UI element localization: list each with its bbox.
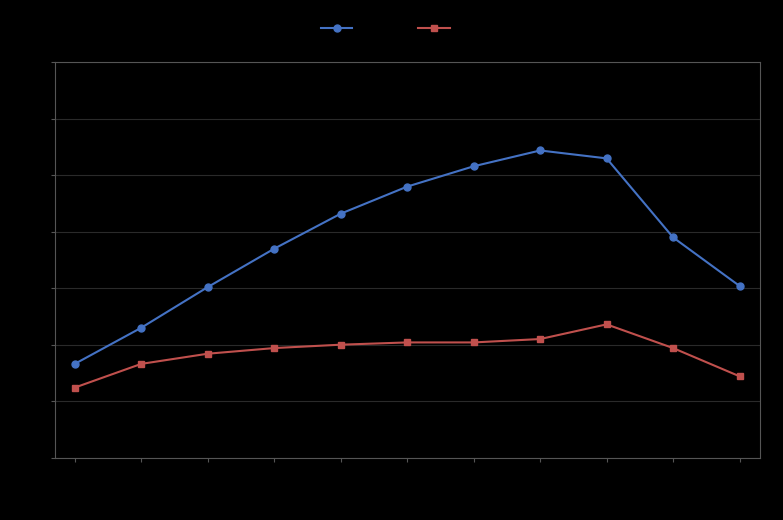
- 非正規雇用: [136, 361, 146, 367]
- 非正規雇用: [536, 336, 545, 342]
- 非正規雇用: [735, 373, 745, 380]
- Line: 正社員: 正社員: [71, 147, 743, 367]
- 正社員: [735, 283, 745, 289]
- 正社員: [336, 211, 345, 217]
- 非正規雇用: [269, 345, 279, 351]
- 正社員: [402, 184, 412, 190]
- 非正規雇用: [469, 340, 478, 346]
- 非正規雇用: [70, 384, 79, 391]
- 非正規雇用: [669, 345, 678, 351]
- 正社員: [203, 284, 212, 290]
- 非正規雇用: [336, 342, 345, 348]
- 正社員: [469, 163, 478, 170]
- 正社員: [70, 361, 79, 367]
- 正社員: [269, 245, 279, 252]
- Legend: 正社員, 非正規雇用: 正社員, 非正規雇用: [316, 17, 499, 40]
- 正社員: [136, 324, 146, 331]
- 非正規雇用: [602, 321, 612, 328]
- Line: 非正規雇用: 非正規雇用: [72, 321, 742, 391]
- 正社員: [536, 147, 545, 153]
- 正社員: [602, 155, 612, 162]
- 正社員: [669, 235, 678, 241]
- 非正規雇用: [402, 340, 412, 346]
- 非正規雇用: [203, 350, 212, 357]
